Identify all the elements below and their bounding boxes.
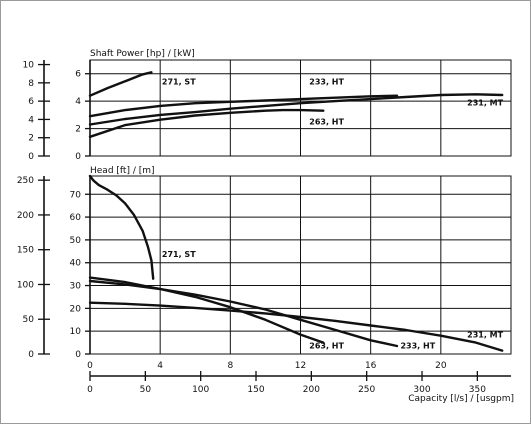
x-ls-tick-label: 0 (87, 361, 93, 371)
power-kw-tick-label: 4 (75, 97, 81, 107)
head-axes (38, 176, 511, 381)
head-m-tick-label: 40 (70, 259, 82, 269)
head-curve (88, 174, 155, 280)
head-curve-label: 263, HT (309, 341, 344, 350)
power-hp-tick-label: 4 (28, 115, 34, 125)
head-curve (88, 301, 504, 352)
x-usgpm-tick-label: 200 (303, 385, 320, 395)
x-usgpm-tick-label: 50 (140, 385, 152, 395)
head-curves (88, 174, 504, 352)
x-usgpm-tick-label: 0 (87, 385, 93, 395)
x-usgpm-tick-label: 250 (358, 385, 375, 395)
x-usgpm-tick-label: 350 (469, 385, 486, 395)
power-axes (38, 60, 91, 157)
x-ls-tick-label: 12 (295, 361, 306, 371)
head-ft-tick-label: 100 (17, 280, 34, 290)
head-ft-tick-label: 250 (17, 176, 34, 186)
x-ls-tick-label: 16 (365, 361, 377, 371)
head-m-tick-label: 70 (70, 190, 82, 200)
head-m-tick-label: 50 (70, 236, 82, 246)
head-m-tick-label: 0 (75, 350, 81, 360)
head-curve (88, 279, 399, 348)
x-axis-label: Capacity [l/s] / [usgpm] (408, 394, 514, 404)
power-hp-tick-label: 10 (23, 61, 35, 71)
power-curve-label: 233, HT (309, 78, 344, 87)
power-hp-tick-label: 6 (28, 97, 34, 107)
power-hp-tick-label: 2 (28, 134, 34, 144)
head-m-tick-label: 60 (70, 213, 82, 223)
power-curve-label: 263, HT (309, 117, 344, 126)
head-curve-label: 271, ST (162, 250, 196, 259)
head-chart-title: Head [ft] / [m] (90, 166, 155, 176)
power-hp-tick-label: 8 (28, 79, 34, 89)
x-usgpm-tick-label: 100 (192, 385, 209, 395)
head-curve-labels: 271, ST 263, HT 233, HT 231, MT (162, 250, 504, 350)
head-m-tick-label: 30 (70, 282, 82, 292)
power-kw-tick-label: 0 (75, 152, 81, 162)
power-grid (89, 59, 512, 157)
head-ft-tick-label: 50 (23, 315, 35, 325)
head-curve-label: 233, HT (400, 341, 435, 350)
head-chart: Head [ft] / [m] 010203040506070050100150… (17, 166, 514, 404)
power-curves (88, 71, 504, 138)
head-ft-tick-label: 150 (17, 246, 34, 256)
power-kw-tick-label: 6 (75, 70, 81, 80)
x-ls-tick-label: 20 (435, 361, 447, 371)
power-curve-label: 271, ST (162, 78, 196, 87)
power-hp-tick-label: 0 (28, 152, 34, 162)
power-curve (88, 108, 325, 138)
x-ls-tick-label: 8 (227, 361, 233, 371)
power-curve-labels: 271, ST 233, HT 231, MT 263, HT (162, 78, 504, 127)
power-curve-label: 231, MT (467, 98, 503, 107)
head-curve (88, 276, 325, 344)
power-curve (88, 94, 399, 118)
x-usgpm-tick-label: 150 (247, 385, 264, 395)
head-ft-tick-label: 0 (28, 350, 34, 360)
power-kw-tick-label: 2 (75, 125, 81, 135)
head-m-tick-label: 10 (70, 327, 82, 337)
head-curve-label: 231, MT (467, 331, 503, 340)
power-chart: Shaft Power [hp] / [kW] 0 2 4 6 0 2 4 6 8 10 271,… (23, 49, 512, 162)
head-ft-tick-label: 200 (17, 211, 34, 221)
power-tick-labels: 0 2 4 6 0 2 4 6 8 10 (23, 61, 82, 162)
head-m-tick-label: 20 (70, 304, 82, 314)
head-grid (89, 175, 512, 355)
x-usgpm-tick-label: 300 (413, 385, 430, 395)
power-curve (88, 93, 504, 126)
power-curve (88, 71, 153, 97)
x-ls-tick-label: 4 (157, 361, 163, 371)
power-chart-title: Shaft Power [hp] / [kW] (90, 49, 195, 59)
